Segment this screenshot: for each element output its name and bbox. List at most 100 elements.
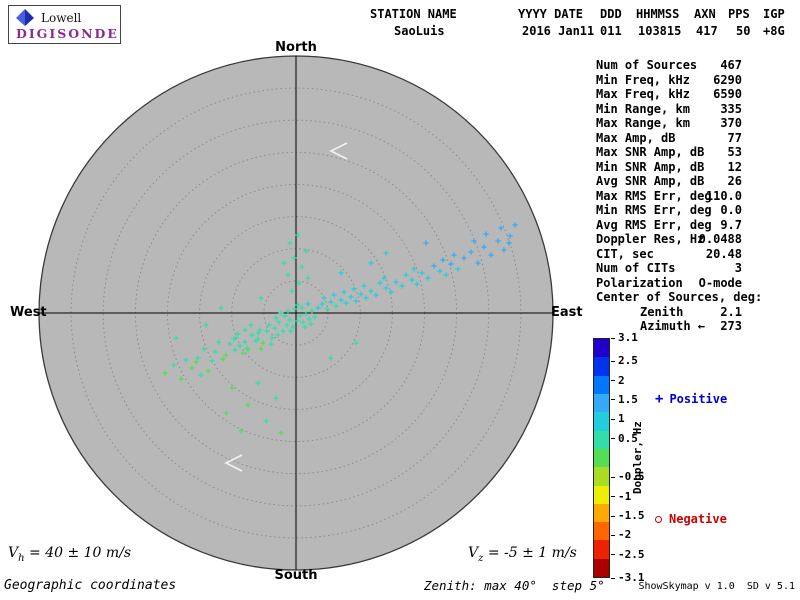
stat-label: Max SNR Amp, dB [596,145,705,159]
stat-label: Max RMS Err, deg [596,188,712,203]
stat-label: CIT, sec [596,246,654,261]
source-point [451,252,457,258]
source-point [212,349,218,355]
header-column-value: 417 [696,24,718,38]
colorbar-segment [594,540,609,559]
source-point [287,240,293,246]
stat-value: 6590 [713,87,742,101]
stat-row: CIT, sec 20.48 [596,247,742,262]
colorbar-tick [611,360,615,362]
source-point [368,260,374,266]
source-point [377,280,383,286]
stat-label: Doppler Res, Hz [596,232,705,246]
colorbar-tick-label: 3.1 [618,331,638,344]
colorbar-segment [594,503,609,523]
source-point [303,248,309,254]
source-point [296,280,302,286]
compass-north-label: North [275,40,317,55]
stat-value: 370 [720,116,742,130]
source-point [507,233,513,239]
source-point [341,289,347,295]
source-point [383,285,389,291]
colorbar-segment [594,467,609,486]
source-point [275,332,281,338]
source-point [423,240,429,246]
colorbar-segment [594,393,609,413]
source-point [248,322,254,328]
source-point [331,292,337,298]
source-point [475,260,481,266]
stat-value: 20.48 [705,246,742,261]
source-point [468,249,474,255]
stat-value: 0.0 [720,203,742,217]
stat-label: Zenith [640,304,684,319]
colorbar-tick [611,534,615,536]
source-point [205,368,211,374]
source-point [272,325,278,331]
source-point [351,286,357,292]
source-point [411,266,417,272]
header-column-value: 2016 Jan11 [522,24,595,38]
source-point [373,292,379,298]
stat-row: Min RMS Err, deg 0.0 [596,203,742,218]
stat-label: Avg SNR Amp, dB [596,174,705,188]
colorbar-tick [611,399,615,401]
source-point [258,295,264,301]
source-point [273,395,279,401]
source-point [319,301,325,307]
source-point [443,272,449,278]
stat-label: Min Range, km [596,101,690,116]
source-point [282,313,288,319]
source-point [264,328,270,334]
colorbar-tick [611,337,615,339]
colorbar-segment [594,448,609,468]
source-point [223,410,229,416]
source-point [266,322,272,328]
source-point [218,305,224,311]
stat-row: Max SNR Amp, dB 53 [596,145,742,160]
colorbar-segment [594,485,609,504]
source-point [309,308,315,314]
source-point [512,222,518,228]
header-column-label: HHMMSS [636,7,680,21]
colorbar-tick [611,476,615,478]
source-point [203,322,209,328]
stat-label: Max Amp, dB [596,130,676,145]
source-point [308,321,314,327]
colorbar-tick-label: 2.5 [618,354,638,368]
source-point [245,347,251,353]
lowell-digisonde-logo: Lowell DIGISONDE [8,5,121,44]
stat-value: 335 [720,101,742,116]
logo-brand: DIGISONDE [16,26,119,41]
colorbar-tick [611,554,615,556]
source-point [495,238,501,244]
source-point [328,299,334,305]
source-point [280,328,286,334]
source-point [338,270,344,276]
source-point [284,322,290,328]
header-labels-row: STATION NAME YYYY DATE DDD HHMMSS AXN PPS IGP [370,7,799,22]
header-column-label: YYYY DATE [518,7,584,21]
source-point [324,306,330,312]
colorbar-tick-label: 2 [618,373,625,387]
header-values-row: SaoLuis 2016 Jan11 011 103815 417 50 +8G [370,24,799,39]
source-point [276,319,282,325]
colorbar-segment [594,412,609,431]
source-point [358,291,364,297]
antenna-marker-icon [224,454,243,472]
source-point [300,319,306,325]
source-point [388,289,394,295]
source-point [403,272,409,278]
colorbar-gradient [593,338,610,578]
source-point [173,335,179,341]
source-point [461,255,467,261]
stat-value: 467 [720,58,742,72]
source-point [471,238,477,244]
source-point [220,356,226,362]
source-point [440,257,446,263]
stat-label: Center of Sources, deg: [596,290,763,304]
stat-row: Center of Sources, deg: [596,290,762,305]
stat-label: Min RMS Err, deg [596,203,712,217]
source-point [431,263,437,269]
source-point [288,328,294,334]
